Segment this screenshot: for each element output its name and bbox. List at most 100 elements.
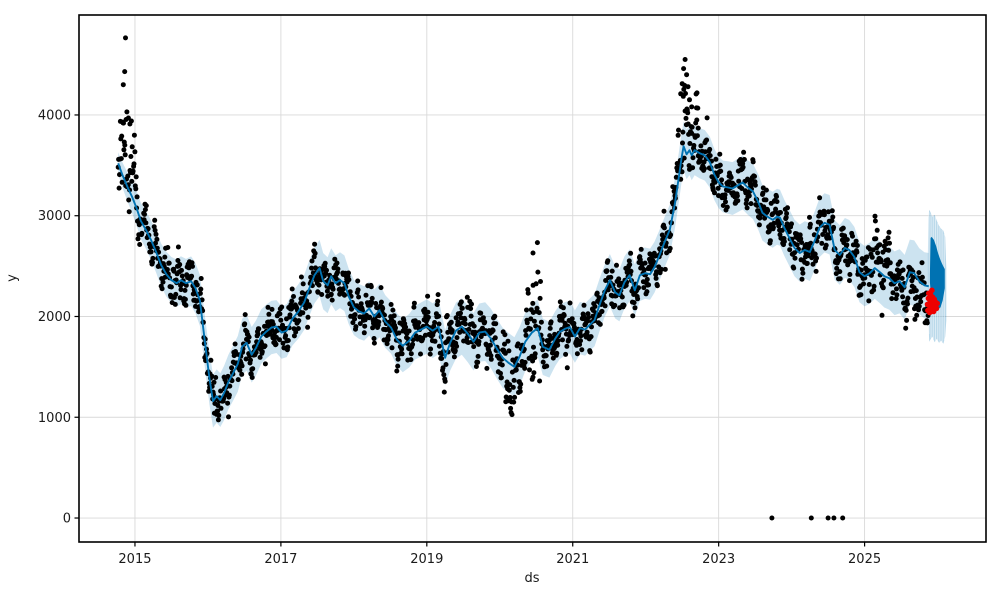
- observed-point: [216, 412, 222, 418]
- observed-point: [143, 203, 149, 209]
- observed-point: [578, 333, 584, 339]
- observed-point: [597, 321, 603, 327]
- observed-point: [881, 277, 887, 283]
- observed-point: [679, 169, 685, 175]
- observed-point: [418, 351, 423, 357]
- observed-point: [741, 149, 747, 155]
- observed-point: [890, 290, 896, 296]
- observed-point: [756, 222, 762, 228]
- observed-point: [767, 238, 773, 244]
- observed-point: [807, 221, 813, 227]
- observed-point: [432, 320, 438, 325]
- outlier-point: [125, 115, 131, 121]
- observed-point: [621, 302, 627, 308]
- outlier-point: [679, 81, 685, 87]
- observed-point: [388, 302, 394, 307]
- observed-point: [312, 250, 318, 256]
- observed-point: [182, 287, 188, 293]
- observed-point: [239, 363, 245, 369]
- observed-point: [627, 262, 633, 268]
- chart-root: 2015 2017 2019 2021 2023 2025 0 1000 2000 3000 400…: [38, 14, 987, 567]
- observed-point: [369, 295, 375, 301]
- observed-point: [243, 356, 249, 362]
- observed-point: [473, 364, 479, 369]
- observed-point: [547, 325, 553, 331]
- observed-point: [886, 229, 892, 235]
- observed-point: [121, 147, 127, 153]
- observed-point: [673, 174, 679, 180]
- observed-point: [428, 346, 434, 352]
- observed-point: [126, 197, 132, 203]
- observed-point: [371, 336, 377, 341]
- observed-point: [475, 353, 481, 359]
- observed-point: [133, 174, 139, 180]
- observed-point: [476, 339, 482, 344]
- observed-point: [160, 279, 166, 285]
- observed-point: [164, 267, 170, 272]
- observed-point: [691, 143, 697, 148]
- observed-point: [752, 173, 757, 179]
- observed-point: [300, 281, 306, 287]
- observed-point: [680, 140, 685, 146]
- observed-point: [720, 203, 726, 208]
- observed-point: [369, 300, 375, 305]
- observed-point: [821, 212, 827, 218]
- observed-point: [492, 313, 498, 319]
- observed-point: [858, 292, 864, 298]
- observed-point: [307, 303, 313, 309]
- observed-point: [225, 400, 231, 406]
- observed-point: [168, 284, 174, 290]
- observed-point: [385, 337, 391, 343]
- observed-point: [563, 351, 569, 357]
- observed-point: [285, 344, 291, 350]
- observed-point: [175, 244, 181, 250]
- observed-point: [723, 199, 728, 205]
- observed-point: [704, 137, 710, 143]
- observed-point: [227, 383, 233, 389]
- observed-point: [322, 260, 328, 266]
- observed-point: [386, 333, 391, 339]
- observed-point: [436, 313, 442, 319]
- tick-marks: [74, 114, 866, 547]
- x-tick-label: 2019: [410, 552, 443, 567]
- observed-point: [555, 342, 561, 348]
- observed-point: [329, 297, 335, 303]
- observed-point: [707, 146, 713, 152]
- observed-point: [748, 201, 754, 207]
- observed-point: [599, 308, 605, 314]
- observed-point: [507, 395, 513, 400]
- anomaly-point: [934, 300, 940, 307]
- observed-point: [800, 270, 806, 276]
- observed-point: [213, 375, 219, 380]
- outlier-point: [689, 104, 695, 110]
- observed-point: [139, 230, 145, 236]
- observed-point: [197, 290, 203, 296]
- observed-point: [763, 197, 769, 203]
- observed-point: [646, 282, 652, 288]
- observed-point: [681, 155, 687, 161]
- observed-point: [498, 370, 503, 376]
- observed-point: [315, 289, 321, 295]
- observed-point: [208, 357, 214, 363]
- observed-point: [425, 293, 431, 299]
- observed-point: [367, 314, 373, 320]
- observed-point: [690, 165, 696, 171]
- observed-point: [903, 325, 909, 331]
- observed-point: [785, 205, 790, 211]
- observed-point: [441, 389, 447, 395]
- observed-point: [128, 154, 134, 159]
- observed-point: [448, 319, 454, 325]
- observed-point: [877, 242, 883, 248]
- observed-point: [681, 86, 687, 92]
- observed-point: [894, 286, 899, 292]
- observed-point: [175, 258, 181, 263]
- observed-point: [712, 179, 718, 185]
- observed-point: [394, 368, 400, 374]
- observed-point: [919, 260, 925, 266]
- observed-point: [435, 292, 441, 298]
- observed-point: [352, 312, 358, 318]
- observed-point: [319, 292, 325, 297]
- observed-point: [436, 321, 442, 327]
- observed-point: [564, 343, 570, 349]
- observed-point: [789, 221, 794, 227]
